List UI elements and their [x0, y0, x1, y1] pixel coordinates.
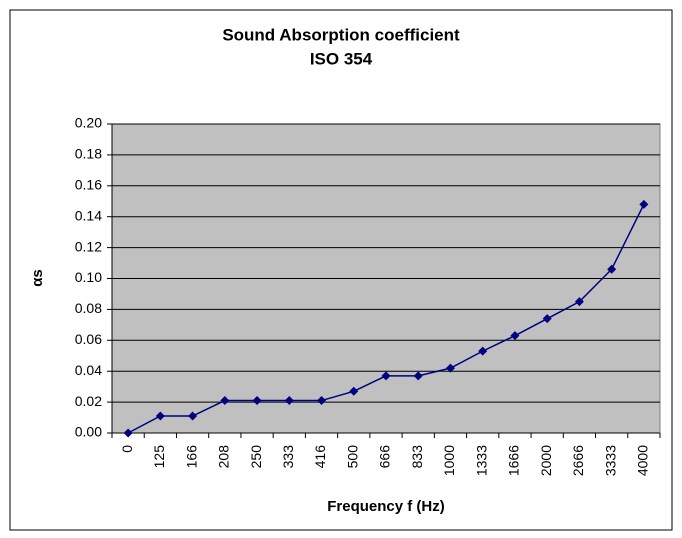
y-tick-label: 0.12: [75, 238, 102, 254]
y-axis-label: αs: [29, 269, 46, 287]
x-tick-label: 2000: [538, 445, 554, 476]
data-marker: [542, 314, 552, 324]
x-tick-label: 4000: [635, 445, 651, 476]
x-tick-label: 1333: [473, 445, 489, 476]
data-marker: [381, 371, 391, 381]
y-tick-label: 0.00: [75, 424, 102, 440]
x-tick-label: 0: [119, 445, 135, 453]
y-tick-label: 0.14: [75, 207, 102, 223]
data-marker: [188, 411, 198, 421]
y-tick-label: 0.20: [75, 115, 102, 131]
chart-title: Sound Absorption coefficient: [222, 25, 460, 44]
y-tick-label: 0.10: [75, 269, 102, 285]
y-tick-label: 0.08: [75, 300, 102, 316]
data-marker: [284, 396, 294, 406]
data-marker: [574, 297, 584, 307]
x-tick-label: 125: [151, 445, 167, 469]
x-tick-label: 333: [280, 445, 296, 469]
data-marker: [639, 199, 649, 209]
y-tick-label: 0.02: [75, 393, 102, 409]
x-tick-label: 1000: [441, 445, 457, 476]
data-marker: [123, 428, 133, 438]
chart-subtitle: ISO 354: [310, 49, 373, 68]
x-tick-label: 416: [312, 445, 328, 469]
x-tick-label: 1666: [506, 445, 522, 476]
x-tick-label: 666: [377, 445, 393, 469]
x-tick-label: 500: [344, 445, 360, 469]
data-marker: [220, 396, 230, 406]
y-tick-label: 0.04: [75, 362, 102, 378]
data-marker: [445, 363, 455, 373]
y-tick-label: 0.06: [75, 331, 102, 347]
x-tick-label: 833: [409, 445, 425, 469]
x-axis-label: Frequency f (Hz): [327, 498, 445, 515]
data-marker: [607, 264, 617, 274]
x-tick-label: 3333: [602, 445, 618, 476]
data-marker: [252, 396, 262, 406]
x-tick-label: 208: [216, 445, 232, 469]
data-marker: [155, 411, 165, 421]
x-tick-label: 166: [183, 445, 199, 469]
x-tick-label: 250: [248, 445, 264, 469]
y-tick-label: 0.16: [75, 177, 102, 193]
data-marker: [349, 386, 359, 396]
data-marker: [478, 346, 488, 356]
y-tick-label: 0.18: [75, 146, 102, 162]
data-marker: [413, 371, 423, 381]
data-marker: [510, 331, 520, 341]
x-tick-label: 2666: [570, 445, 586, 476]
data-marker: [317, 396, 327, 406]
